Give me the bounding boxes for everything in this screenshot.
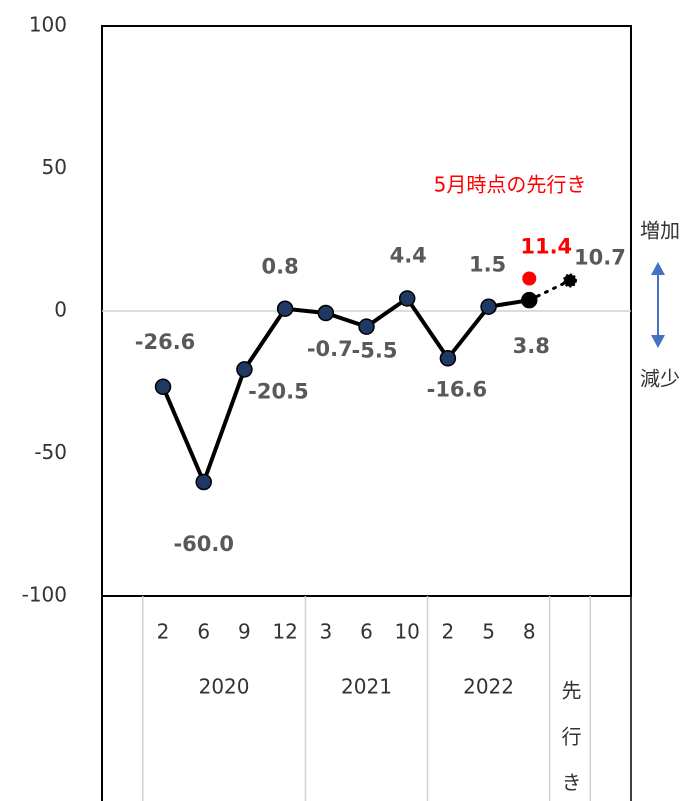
x-tick-label: 10 (394, 620, 419, 644)
value-label: -16.6 (427, 377, 488, 401)
line (161, 296, 530, 484)
arrow (651, 262, 665, 348)
value-label: 1.5 (469, 253, 506, 277)
x-tick-label: 6 (360, 620, 373, 644)
x-tick-label: 2 (157, 620, 170, 644)
point (236, 361, 253, 378)
year-label: 2022 (463, 675, 514, 699)
x-tick-label: 8 (523, 620, 536, 644)
value-label: 11.4 (520, 235, 572, 259)
point (154, 378, 172, 396)
point (317, 304, 335, 322)
annotation: 5月時点の先行き (434, 173, 587, 197)
value-label: -20.5 (248, 379, 309, 403)
year-label: 2021 (341, 675, 392, 699)
year-label: 2020 (199, 675, 250, 699)
point (276, 300, 294, 317)
y-tick-label: 50 (42, 155, 67, 179)
x-tick-label: 5 (482, 620, 495, 644)
point (439, 350, 457, 367)
increase-label: 増加 (640, 219, 680, 243)
y-tick-label: -100 (22, 583, 67, 607)
value-label: -5.5 (352, 339, 398, 363)
y-tick-label: -50 (34, 440, 67, 464)
y-tick-label: 0 (54, 298, 67, 322)
x-tick-label: 6 (197, 620, 210, 644)
point (521, 291, 538, 309)
x-tick-label: 3 (319, 620, 332, 644)
y-tick-label: 100 (29, 13, 67, 37)
forecast-may-point (522, 271, 537, 286)
value-label: -60.0 (173, 532, 234, 556)
value-label: 3.8 (513, 334, 550, 358)
forecast-point (562, 273, 577, 288)
point (398, 290, 416, 307)
decrease-label: 減少 (640, 367, 680, 391)
value-label: -0.7 (307, 337, 353, 361)
point (358, 318, 375, 335)
value-label: 4.4 (390, 243, 427, 267)
x-tick-label: 2 (442, 620, 455, 644)
x-tick-label: 9 (238, 620, 251, 644)
value-label: 10.7 (574, 246, 626, 270)
x-tick-label: 12 (272, 620, 297, 644)
point (480, 298, 497, 315)
point (195, 473, 212, 491)
value-label: -26.6 (135, 330, 196, 354)
forecast-label: 先行き (558, 680, 582, 801)
value-label: 0.8 (262, 255, 299, 279)
